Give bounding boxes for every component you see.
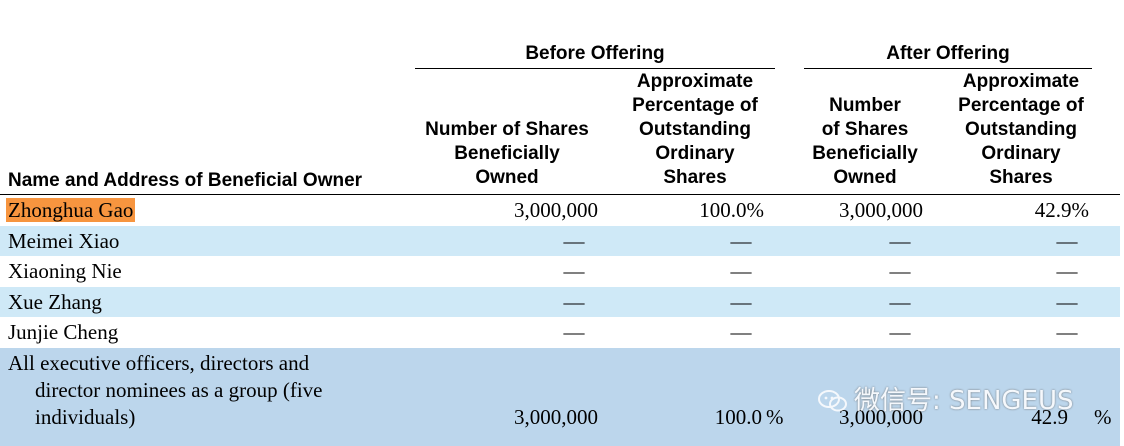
after-pct-cell: 42.9% [1034, 198, 1089, 222]
group-rule-after [804, 68, 1092, 69]
table-row: Meimei Xiao — — — — [0, 226, 1120, 256]
total-name-line: director nominees as a group (five [35, 378, 323, 402]
before-shares-cell: — [563, 320, 585, 344]
owner-name: Zhonghua Gao [6, 197, 136, 224]
after-shares-cell: — [889, 259, 911, 283]
owner-name: Xue Zhang [8, 290, 102, 314]
after-pct-cell: — [1056, 290, 1078, 314]
owner-name: Xiaoning Nie [8, 259, 122, 283]
before-shares-cell: — [563, 259, 585, 283]
before-shares-cell: 3,000,000 [514, 198, 598, 222]
group-rule-before [415, 68, 775, 69]
after-shares-cell: — [889, 229, 911, 253]
col-header-after-pct: Approximate Percentage of Outstanding Or… [944, 70, 1098, 190]
total-before-pct-sign: % [766, 405, 784, 429]
after-pct-cell: — [1056, 320, 1078, 344]
group-header-before: Before Offering [525, 43, 665, 64]
col-header-line: Owned [833, 167, 897, 188]
table-row: Xue Zhang — — — — [0, 287, 1120, 317]
col-header-line: Ordinary [655, 143, 735, 164]
total-after-pct: 42.9 [1031, 405, 1068, 429]
owner-name: Meimei Xiao [8, 229, 120, 253]
total-name-line: individuals) [35, 405, 136, 429]
before-shares-cell: — [563, 229, 585, 253]
total-name: All executive officers, directors and di… [8, 350, 322, 431]
before-pct-cell: — [730, 320, 752, 344]
col-header-line: Outstanding [639, 119, 751, 140]
total-after-pct-sign: % [1094, 405, 1112, 429]
col-header-line: Number of Shares [425, 119, 589, 140]
col-header-line: Percentage of [632, 95, 758, 116]
table-row: Zhonghua Gao 3,000,000 100.0% 3,000,000 … [0, 196, 1120, 226]
group-header-after: After Offering [886, 43, 1010, 64]
col-header-line: of Shares [821, 119, 909, 140]
col-header-line: Beneficially [454, 143, 560, 164]
before-shares-cell: — [563, 290, 585, 314]
total-before-shares: 3,000,000 [514, 405, 598, 429]
col-header-line: Approximate [636, 71, 754, 92]
owner-name: Junjie Cheng [8, 320, 119, 344]
after-pct-cell: — [1056, 229, 1078, 253]
watermark-text: 微信号: SENGEUS [854, 386, 1074, 416]
col-header-line: Percentage of [958, 95, 1084, 116]
total-name-line: All executive officers, directors and [8, 351, 310, 375]
after-shares-cell: 3,000,000 [839, 198, 923, 222]
before-pct-cell: 100.0% [699, 198, 764, 222]
highlighted-name: Zhonghua Gao [6, 198, 136, 222]
col-header-line: Outstanding [965, 119, 1077, 140]
col-header-line: Shares [989, 167, 1053, 188]
col-header-line: Shares [663, 167, 727, 188]
col-header-line: Ordinary [981, 143, 1061, 164]
col-header-name: Name and Address of Beneficial Owner [8, 170, 363, 191]
col-header-before-shares: Number of Shares Beneficially Owned [412, 118, 602, 190]
header-bottom-rule [0, 194, 1120, 195]
col-header-before-pct: Approximate Percentage of Outstanding Or… [618, 70, 772, 190]
table-row: Xiaoning Nie — — — — [0, 256, 1120, 287]
watermark: 微信号: SENGEUS [818, 380, 1074, 417]
total-before-pct: 100.0 [714, 405, 762, 429]
total-row: All executive officers, directors and di… [0, 348, 1120, 446]
after-shares-cell: — [889, 320, 911, 344]
before-pct-cell: — [730, 290, 752, 314]
before-pct-cell: — [730, 229, 752, 253]
col-header-line: Approximate [962, 71, 1080, 92]
wechat-icon [818, 389, 848, 412]
after-pct-cell: — [1056, 259, 1078, 283]
col-header-line: Beneficially [812, 143, 918, 164]
after-shares-cell: — [889, 290, 911, 314]
before-pct-cell: — [730, 259, 752, 283]
col-header-line: Number [829, 95, 901, 116]
table-row: Junjie Cheng — — — — [0, 317, 1120, 348]
col-header-line: Owned [475, 167, 539, 188]
total-after-shares: 3,000,000 [839, 405, 923, 429]
col-header-after-shares: Number of Shares Beneficially Owned [800, 94, 930, 190]
